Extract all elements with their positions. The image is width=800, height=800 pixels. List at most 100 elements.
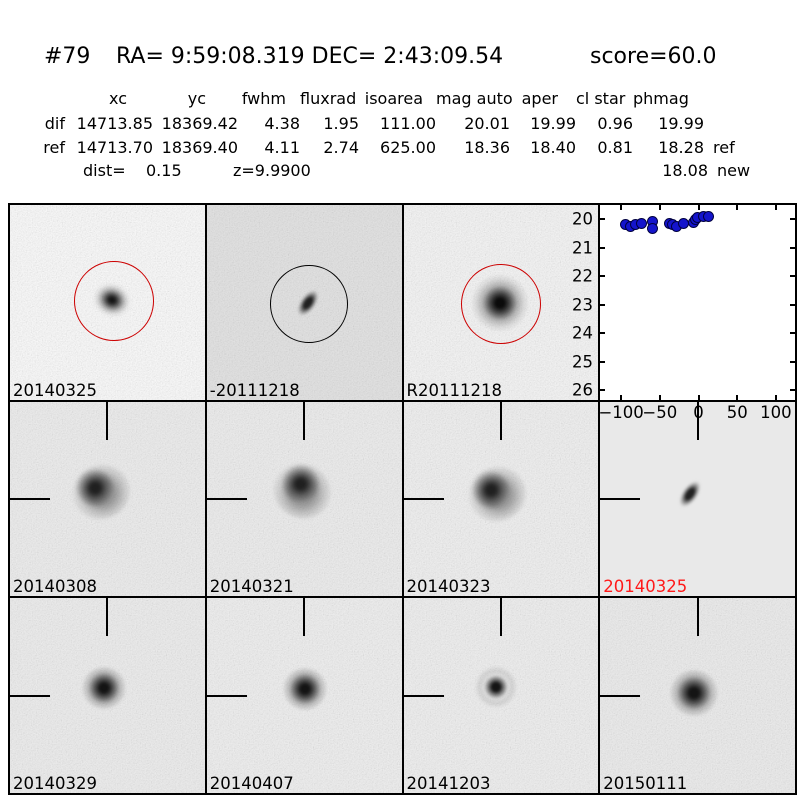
dist-redshift-row: dist= 0.15 z=9.9900 18.08 new <box>0 161 800 185</box>
lightcurve-plot: −100 −50 0 50 100 20 21 22 23 24 25 26 <box>572 205 795 422</box>
source-blob <box>66 458 136 526</box>
dist-value: 0.15 <box>146 161 182 180</box>
y-tick-label: 20 <box>572 209 593 229</box>
candidate-id: #79 <box>44 44 91 69</box>
x-tick <box>620 394 623 400</box>
data-point <box>647 223 659 235</box>
dif-yc: 18369.42 <box>161 113 238 133</box>
y-tick <box>790 360 795 363</box>
table-header-row: xc yc fwhm fluxrad isoarea mag auto aper… <box>0 89 774 114</box>
cutout-panel-epoch: 20140323 <box>403 401 599 597</box>
crosshair-tick-left <box>10 497 50 500</box>
crosshair-tick-left <box>206 694 247 697</box>
crosshair-tick-top <box>303 598 306 637</box>
crosshair-tick-top <box>499 401 502 440</box>
col-header-fwhm: fwhm <box>241 89 286 108</box>
coordinates-text: RA= 9:59:08.319 DEC= 2:43:09.54 <box>116 44 504 69</box>
dist-label: dist= <box>83 161 126 180</box>
source-blob <box>461 460 532 528</box>
crosshair-tick-top <box>696 401 699 440</box>
ref-suffix: ref <box>713 138 735 157</box>
source-blob <box>670 670 719 717</box>
dif-magauto: 20.01 <box>464 113 510 133</box>
x-tick <box>658 394 661 400</box>
cutout-date-label: 20150111 <box>603 774 688 793</box>
crosshair-tick-left <box>403 694 444 697</box>
source-blob <box>282 668 327 711</box>
x-tick <box>774 205 777 210</box>
x-tick <box>697 394 700 400</box>
cutout-date-label: R20111218 <box>406 380 502 400</box>
redshift-value: z=9.9900 <box>233 161 311 180</box>
y-tick-label: 24 <box>572 323 593 343</box>
x-tick <box>697 205 700 210</box>
cutout-date-label: 20141203 <box>406 774 491 793</box>
phmag-new-suffix: new <box>717 161 751 180</box>
cutout-panel-new: 20140325 <box>10 205 205 400</box>
dif-fluxrad: 1.95 <box>323 113 359 133</box>
crosshair-tick-left <box>10 694 50 697</box>
col-header-magauto: mag auto <box>436 89 513 108</box>
crosshair-tick-left <box>403 497 444 500</box>
x-tick <box>774 394 777 400</box>
crosshair-tick-left <box>600 694 641 697</box>
dif-clstar: 0.96 <box>597 113 633 133</box>
col-header-xc: xc <box>109 89 127 108</box>
x-tick-label: 100 <box>760 403 792 422</box>
source-blob <box>82 667 126 710</box>
ref-xc: 14713.70 <box>76 138 153 157</box>
crosshair-tick-top <box>696 598 699 637</box>
col-header-fluxrad: fluxrad <box>300 89 357 108</box>
y-tick <box>790 275 795 278</box>
x-tick-label: 0 <box>693 403 704 422</box>
y-tick <box>600 303 606 306</box>
dif-isoarea: 111.00 <box>380 113 436 133</box>
crosshair-tick-top <box>303 401 306 440</box>
cutout-panel-dif-ref: -20111218 <box>206 205 402 400</box>
x-tick-label: −50 <box>642 403 678 422</box>
crosshair-tick-top <box>499 598 502 637</box>
y-tick <box>600 218 606 221</box>
crosshair-tick-left <box>600 497 641 500</box>
y-tick-label: 22 <box>572 266 593 286</box>
x-tick-label: 50 <box>726 403 748 422</box>
y-tick-label: 26 <box>572 380 593 400</box>
cutout-date-label: 20140321 <box>209 577 294 597</box>
source-blob <box>666 469 714 518</box>
col-header-aper: aper <box>521 89 558 108</box>
col-header-clstar: cl star <box>576 89 626 108</box>
crosshair-tick-top <box>106 401 109 440</box>
col-header-phmag: phmag <box>633 89 689 108</box>
y-tick-label: 23 <box>572 295 593 315</box>
ref-clstar: 0.81 <box>597 138 633 157</box>
col-header-yc: yc <box>187 89 206 108</box>
ref-isoarea: 625.00 <box>380 138 436 157</box>
x-tick <box>620 205 623 210</box>
x-tick-label: −100 <box>598 403 644 422</box>
dif-aper: 19.99 <box>530 113 576 133</box>
aperture-circle <box>269 265 348 343</box>
cutout-date-label: 20140325 <box>603 577 688 597</box>
cutout-date-label: -20111218 <box>209 380 300 400</box>
cutout-panel-epoch: 20150111 <box>600 598 795 793</box>
cutout-date-label: 20140323 <box>406 577 491 597</box>
source-blob <box>474 666 517 709</box>
data-point <box>703 211 715 223</box>
y-tick <box>600 246 606 249</box>
y-tick <box>600 332 606 335</box>
y-tick-label: 25 <box>572 352 593 372</box>
y-tick-label: 21 <box>572 238 593 258</box>
row-label: dif <box>44 113 65 133</box>
x-tick <box>736 205 739 210</box>
cutout-date-label: 20140325 <box>13 380 97 400</box>
y-tick <box>790 246 795 249</box>
aperture-circle <box>460 264 541 344</box>
cutout-panel-difference: 20140325 <box>600 401 795 597</box>
dif-phmag: 19.99 <box>658 113 704 133</box>
crosshair-tick-left <box>206 497 247 500</box>
y-tick <box>790 303 795 306</box>
ref-yc: 18369.40 <box>161 138 238 157</box>
y-tick <box>790 218 795 221</box>
data-point <box>635 218 647 229</box>
